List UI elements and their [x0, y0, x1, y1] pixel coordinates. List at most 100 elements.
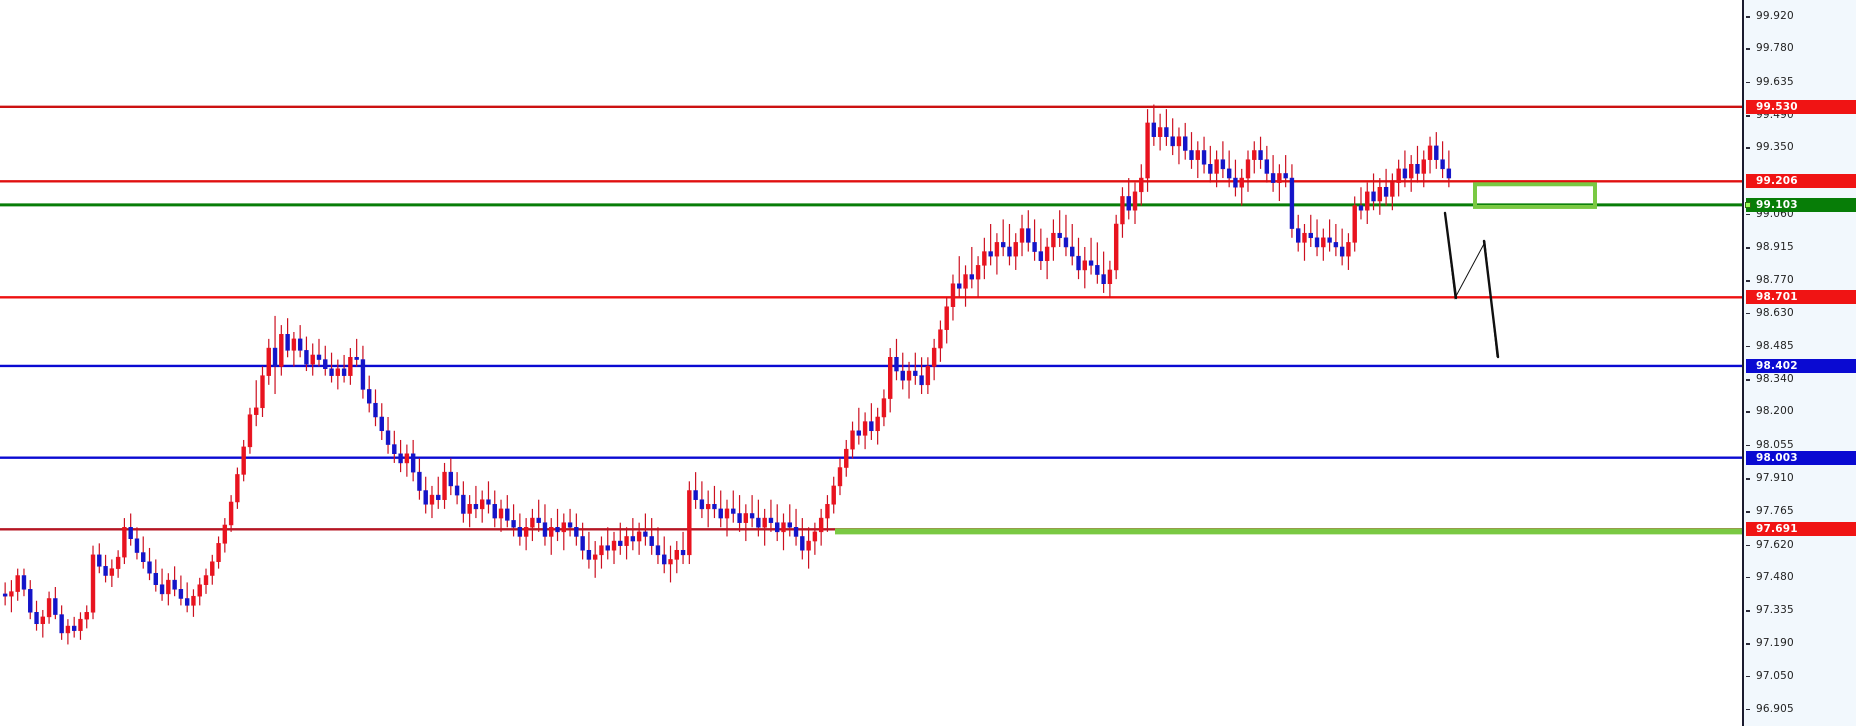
- candle-body[interactable]: [1070, 246, 1075, 257]
- candle-body[interactable]: [561, 522, 566, 533]
- candle-body[interactable]: [159, 584, 165, 595]
- candle-body[interactable]: [436, 494, 441, 500]
- candle-body[interactable]: [216, 543, 221, 562]
- candle-body[interactable]: [90, 554, 96, 613]
- candle-body[interactable]: [354, 357, 359, 360]
- candle-body[interactable]: [316, 354, 322, 360]
- candle-body[interactable]: [1371, 191, 1376, 202]
- candle-body[interactable]: [46, 598, 52, 618]
- candle-body[interactable]: [410, 453, 416, 473]
- candle-body[interactable]: [1038, 251, 1044, 262]
- candle-body[interactable]: [329, 368, 334, 376]
- candle-body[interactable]: [235, 474, 240, 503]
- candle-body[interactable]: [1145, 122, 1150, 179]
- candle-body[interactable]: [272, 347, 278, 367]
- candle-body[interactable]: [429, 494, 435, 505]
- candle-body[interactable]: [1095, 265, 1100, 275]
- candle-body[interactable]: [611, 540, 617, 551]
- candle-body[interactable]: [624, 536, 629, 546]
- candle-body[interactable]: [1201, 150, 1207, 165]
- candle-body[interactable]: [1289, 177, 1295, 229]
- candle-body[interactable]: [536, 517, 541, 523]
- candle-body[interactable]: [818, 517, 824, 533]
- candle-body[interactable]: [1346, 242, 1351, 257]
- candle-body[interactable]: [59, 614, 64, 634]
- candle-body[interactable]: [65, 625, 71, 634]
- candle-body[interactable]: [888, 357, 893, 399]
- candle-body[interactable]: [693, 490, 698, 500]
- candle-body[interactable]: [1101, 274, 1106, 284]
- candle-body[interactable]: [1132, 191, 1138, 211]
- candle-body[interactable]: [1390, 182, 1395, 197]
- candle-body[interactable]: [1264, 159, 1270, 174]
- candle-body[interactable]: [731, 508, 736, 514]
- candle-body[interactable]: [517, 527, 523, 537]
- candle-body[interactable]: [1239, 177, 1244, 188]
- candle-body[interactable]: [674, 549, 679, 560]
- candle-body[interactable]: [254, 407, 259, 415]
- candle-body[interactable]: [768, 517, 774, 523]
- candle-body[interactable]: [178, 589, 184, 599]
- candle-body[interactable]: [718, 508, 723, 519]
- candle-body[interactable]: [1051, 232, 1056, 248]
- candle-body[interactable]: [1164, 127, 1169, 137]
- price-projection-zigzag[interactable]: [1443, 211, 1500, 359]
- candle-body[interactable]: [360, 359, 366, 390]
- candle-body[interactable]: [184, 598, 190, 606]
- candle-body[interactable]: [109, 568, 115, 576]
- candle-body[interactable]: [636, 531, 642, 542]
- candle-body[interactable]: [134, 538, 140, 553]
- candle-body[interactable]: [1308, 232, 1313, 239]
- candle-body[interactable]: [1013, 242, 1018, 257]
- candle-body[interactable]: [1000, 242, 1006, 248]
- candle-body[interactable]: [486, 499, 491, 505]
- candle-body[interactable]: [705, 504, 711, 510]
- candle-body[interactable]: [505, 508, 510, 521]
- candle-body[interactable]: [203, 575, 209, 585]
- candle-body[interactable]: [655, 545, 661, 556]
- candle-body[interactable]: [1277, 173, 1282, 183]
- candle-body[interactable]: [28, 589, 33, 613]
- candle-body[interactable]: [875, 416, 880, 432]
- candle-body[interactable]: [1365, 191, 1370, 211]
- candle-body[interactable]: [925, 366, 931, 386]
- candlestick-series[interactable]: [2, 104, 1452, 645]
- candle-body[interactable]: [222, 524, 228, 544]
- price-level-badge-98.003[interactable]: 98.003: [1746, 450, 1856, 465]
- candle-body[interactable]: [1440, 159, 1445, 170]
- candle-body[interactable]: [417, 471, 422, 491]
- candle-body[interactable]: [1402, 168, 1408, 179]
- candle-body[interactable]: [71, 625, 77, 631]
- candle-body[interactable]: [492, 504, 497, 519]
- candle-body[interactable]: [147, 561, 152, 574]
- candle-body[interactable]: [806, 540, 811, 551]
- candle-body[interactable]: [122, 527, 127, 558]
- candle-body[interactable]: [668, 559, 673, 565]
- candle-body[interactable]: [699, 499, 705, 510]
- candle-body[interactable]: [1063, 237, 1069, 248]
- candle-body[interactable]: [1434, 145, 1439, 160]
- candle-body[interactable]: [913, 370, 918, 376]
- candle-body[interactable]: [1283, 173, 1288, 179]
- projection-leg[interactable]: [1443, 211, 1458, 300]
- candle-body[interactable]: [1082, 260, 1087, 271]
- candle-body[interactable]: [643, 531, 648, 537]
- candle-body[interactable]: [712, 504, 717, 510]
- candle-body[interactable]: [9, 591, 14, 597]
- candle-body[interactable]: [831, 485, 836, 505]
- candle-body[interactable]: [1252, 150, 1257, 160]
- candle-body[interactable]: [454, 485, 460, 496]
- candle-body[interactable]: [1383, 186, 1389, 197]
- candle-body[interactable]: [297, 338, 303, 351]
- price-level-badge-99.206[interactable]: 99.206: [1746, 174, 1856, 189]
- candle-body[interactable]: [957, 283, 962, 289]
- candle-body[interactable]: [21, 575, 27, 590]
- candle-body[interactable]: [84, 612, 89, 620]
- candle-body[interactable]: [461, 494, 466, 514]
- candle-body[interactable]: [963, 274, 968, 289]
- candle-body[interactable]: [210, 561, 215, 576]
- candle-body[interactable]: [900, 370, 905, 381]
- candle-body[interactable]: [542, 522, 548, 537]
- candle-body[interactable]: [1358, 205, 1364, 211]
- candle-body[interactable]: [279, 334, 284, 367]
